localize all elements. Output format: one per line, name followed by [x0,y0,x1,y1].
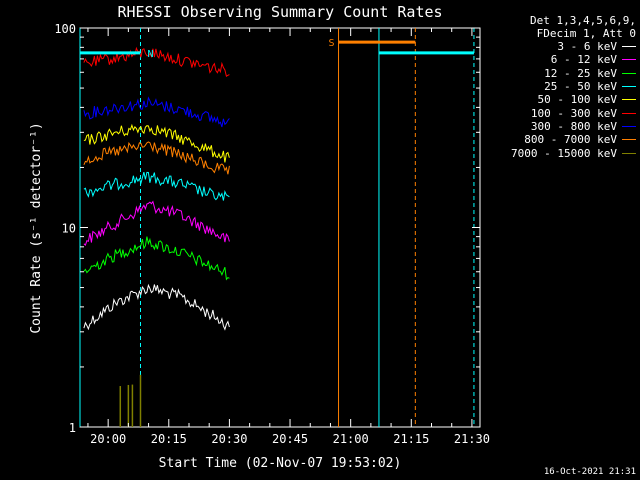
series-line-1 [83,283,230,331]
legend-entry-6: 100 - 300 keV [480,106,636,120]
legend-label: 3 - 6 keV [557,40,617,54]
y-tick-label-2: 10 [62,222,76,236]
series-line-3 [83,236,230,281]
y-tick-label-1: 1 [69,421,76,435]
series-line-7 [83,96,230,128]
x-tick-label-2: 20:15 [151,432,187,446]
legend-swatch [622,99,636,101]
legend-entry-3: 12 - 25 keV [480,67,636,80]
x-tick-label-5: 21:00 [333,432,369,446]
legend-entry-5: 50 - 100 keV [480,93,636,106]
series-lines [83,46,230,427]
series-line-6 [83,46,230,77]
legend-label: 25 - 50 keV [544,80,617,94]
legend-detector-info-1: Det 1,3,4,5,6,9, [530,14,636,27]
x-tick-label-1: 20:00 [90,432,126,446]
legend-swatch [622,86,636,88]
legend-detector-info-2: FDecim 1, Att 0 [536,27,636,40]
x-tick-label-6: 21:15 [393,432,429,446]
vertical-markers [79,28,475,427]
footer-date: 16-Oct-2021 21:31 [543,467,636,477]
x-tick-label-4: 20:45 [272,432,308,446]
chart-title: RHESSI Observing Summary Count Rates [117,3,442,21]
legend-swatch [622,139,636,141]
legend-entry-8: 800 - 7000 keV [480,133,636,146]
legend-entry-2: 6 - 12 keV [480,53,636,66]
legend-entry-4: 25 - 50 keV [480,80,636,93]
x-axis-label: Start Time (02-Nov-07 19:53:02) [159,456,402,471]
legend-entry-1: 3 - 6 keV [480,40,636,53]
flag-label-2: N [148,49,154,60]
legend-swatch [622,46,636,48]
legend-entry-9: 7000 - 15000 keV [480,146,636,160]
legend-label: 7000 - 15000 keV [511,146,617,160]
legend-swatch [622,112,636,114]
flag-label-3: S [329,38,335,49]
legend-label: 800 - 7000 keV [524,133,617,147]
legend-label: 300 - 800 keV [530,119,617,133]
legend-label: 6 - 12 keV [550,53,617,67]
legend-swatch [622,152,636,154]
series-line-5 [83,123,230,163]
legend-swatch [622,72,636,74]
series-line-2 [83,200,230,246]
series-line-8 [83,141,230,175]
legend-label: 100 - 300 keV [530,106,617,120]
legend-swatch [622,125,636,127]
y-tick-label-3: 100 [54,22,76,36]
legend-swatch [622,59,636,61]
x-tick-label-7: 21:30 [454,432,490,446]
legend-label: 12 - 25 keV [544,66,617,80]
series-line-4 [83,171,230,201]
legend-label: 50 - 100 keV [537,93,617,107]
x-tick-label-3: 20:30 [211,432,247,446]
axes: 1 10 100 20:00 20:15 20:30 20:45 21:00 21:15 21:3… [54,22,490,446]
legend-entry-7: 300 - 800 keV [480,120,636,133]
y-axis-label: Count Rate (s⁻¹ detector⁻¹) [29,122,44,333]
flag-bars: NS [80,38,474,60]
